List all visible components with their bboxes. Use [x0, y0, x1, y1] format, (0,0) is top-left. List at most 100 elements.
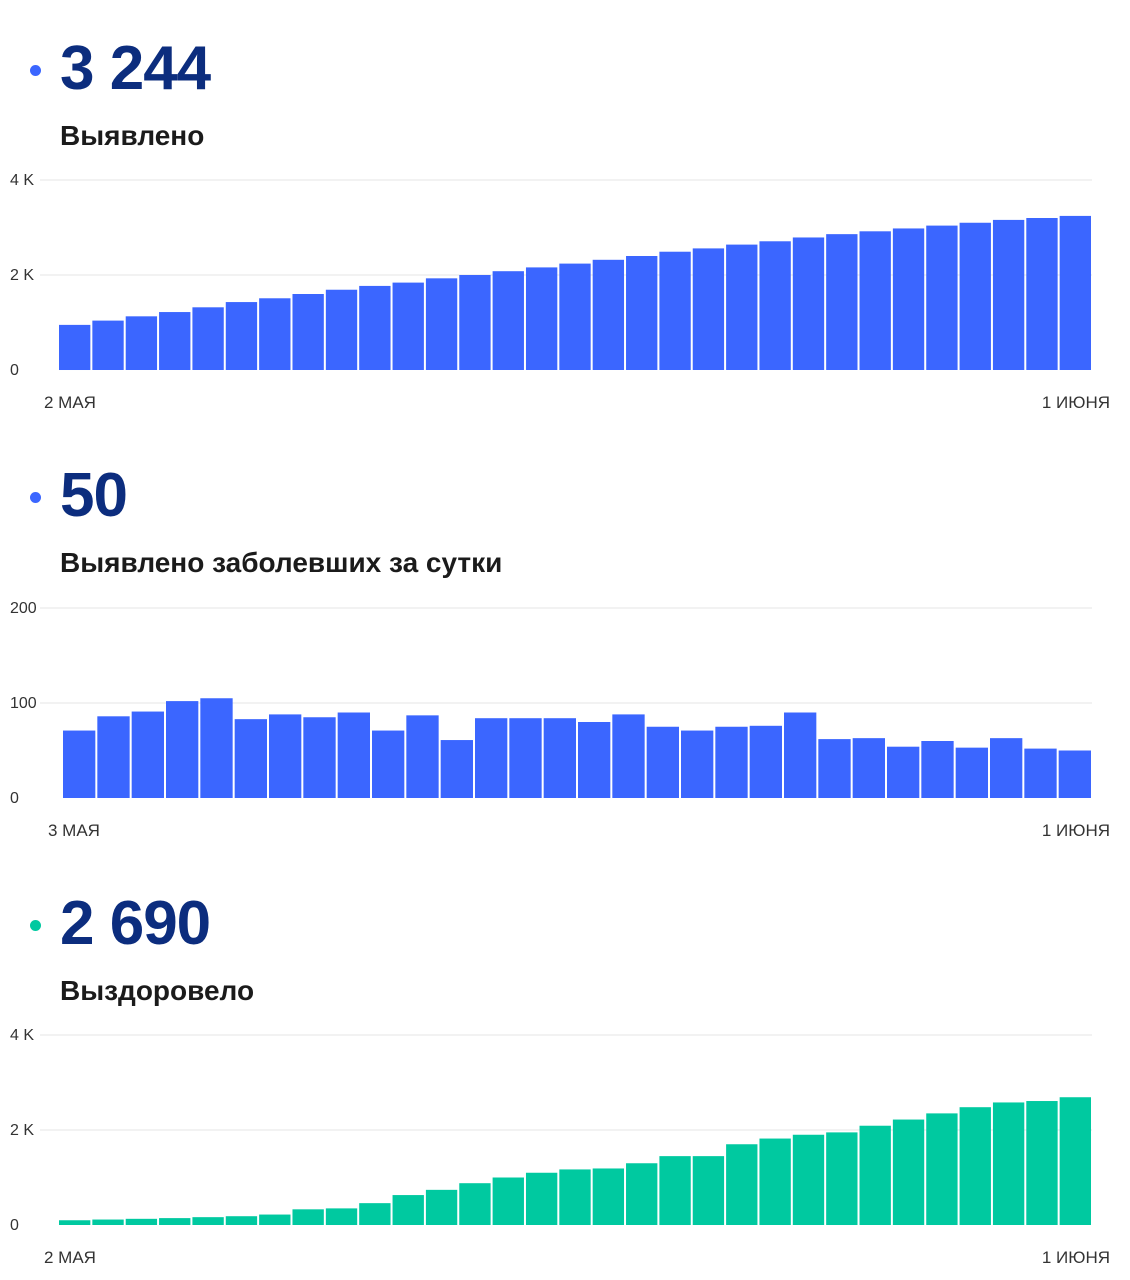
bar: [859, 231, 891, 370]
bar: [1058, 750, 1091, 798]
bar: [303, 717, 336, 798]
bar: [406, 715, 439, 798]
x-end-label: 1 ИЮНЯ: [1042, 393, 1110, 412]
recovered-label: Выздоровело: [60, 975, 255, 1006]
bar: [166, 701, 199, 798]
bar: [1026, 218, 1058, 370]
bar: [459, 275, 491, 370]
bar: [784, 712, 817, 798]
bar: [1024, 748, 1057, 798]
bar: [887, 746, 920, 798]
bar: [992, 219, 1025, 370]
bar: [159, 1218, 191, 1225]
bar: [852, 738, 885, 798]
detected-total-value: 3 244: [60, 34, 211, 103]
bar: [626, 256, 658, 370]
bar: [97, 716, 130, 798]
bar: [200, 698, 233, 798]
series-dot-icon: [30, 492, 41, 503]
bar: [1059, 1097, 1091, 1225]
bar: [559, 263, 591, 370]
bar: [234, 719, 267, 798]
bar: [990, 738, 1023, 798]
bar: [626, 1163, 658, 1225]
bar: [425, 278, 458, 370]
bar: [543, 718, 576, 798]
bar: [715, 726, 748, 798]
bar: [125, 1218, 158, 1225]
daily-detected-label: Выявлено заболевших за сутки: [60, 547, 503, 578]
bar: [792, 1134, 825, 1225]
bar: [692, 1156, 725, 1226]
bar: [955, 747, 988, 798]
bar: [192, 307, 224, 370]
y-tick-label: 4 K: [10, 172, 34, 189]
y-tick-label: 4 K: [10, 1027, 34, 1044]
daily-detected-value: 50: [60, 461, 128, 530]
bar: [292, 294, 324, 370]
bar: [492, 1177, 524, 1225]
y-tick-label: 100: [10, 695, 37, 712]
y-tick-label: 0: [10, 362, 19, 379]
detected-bar-chart: 0 2 K 4 K 2 МАЯ 1 ИЮНЯ: [10, 172, 1110, 412]
bar: [1026, 1101, 1058, 1225]
x-start-label: 3 МАЯ: [48, 821, 100, 840]
bar: [726, 1144, 758, 1225]
bar: [826, 1132, 858, 1226]
bar: [759, 1138, 791, 1225]
x-end-label: 1 ИЮНЯ: [1042, 821, 1110, 840]
bar: [509, 718, 542, 798]
bar: [159, 312, 191, 370]
bar: [818, 739, 851, 798]
bar: [592, 259, 625, 370]
x-end-label: 1 ИЮНЯ: [1042, 1248, 1110, 1267]
bar: [325, 1208, 358, 1226]
bar: [475, 718, 508, 798]
bar: [337, 712, 370, 798]
bar: [826, 234, 858, 370]
bar: [892, 1119, 925, 1225]
y-tick-label: 200: [10, 600, 37, 617]
bar: [63, 730, 96, 798]
bar: [726, 244, 758, 370]
bar: [525, 1172, 558, 1225]
bar: [612, 714, 645, 798]
bar: [559, 1169, 591, 1225]
bar: [425, 1189, 458, 1225]
bar: [525, 267, 558, 370]
bar: [459, 1183, 491, 1225]
bar: [125, 316, 158, 370]
detected-label: Выявлено: [60, 120, 205, 151]
bar: [269, 714, 302, 798]
bar: [926, 225, 958, 370]
bar: [92, 1219, 124, 1225]
bar: [259, 298, 291, 370]
recovered-bar-chart: 0 2 K 4 K 2 МАЯ 1 ИЮНЯ: [10, 1027, 1110, 1267]
bar: [659, 1156, 691, 1226]
bar: [892, 228, 925, 370]
y-tick-label: 0: [10, 1217, 19, 1234]
bar: [259, 1214, 291, 1225]
x-start-label: 2 МАЯ: [44, 393, 96, 412]
y-tick-label: 0: [10, 790, 19, 807]
bar: [681, 730, 714, 798]
bar: [959, 222, 991, 370]
y-tick-label: 2 K: [10, 267, 34, 284]
bar: [440, 740, 473, 798]
bar: [492, 271, 524, 370]
bar: [759, 241, 791, 370]
bar: [92, 320, 124, 370]
bar: [692, 248, 725, 370]
series-dot-icon: [30, 920, 41, 931]
bar: [792, 237, 825, 370]
bar: [372, 730, 405, 798]
bar: [59, 1220, 91, 1225]
bar: [992, 1102, 1025, 1225]
bar: [131, 711, 164, 798]
bar: [926, 1113, 958, 1226]
bar: [592, 1168, 625, 1225]
bar: [325, 289, 358, 370]
bar: [578, 722, 611, 798]
bar: [921, 741, 954, 798]
bar: [392, 282, 424, 370]
